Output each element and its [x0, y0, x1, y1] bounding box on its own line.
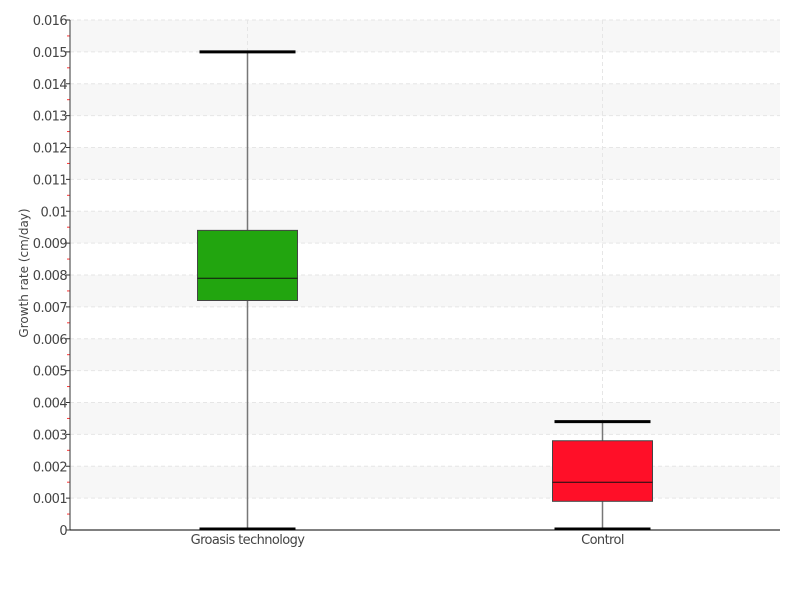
y-tick-label: 0.001 — [33, 492, 68, 507]
grid-band — [71, 275, 780, 307]
y-tick-label: 0.008 — [33, 269, 68, 284]
y-tick-label: 0.011 — [33, 173, 68, 188]
grid-band — [71, 147, 780, 180]
grid-band — [71, 338, 780, 371]
y-tick-label: 0.002 — [33, 460, 67, 475]
box-1 — [552, 440, 653, 502]
grid-band — [71, 466, 780, 499]
y-tick-label: 0.009 — [33, 237, 68, 252]
box-0 — [197, 229, 298, 301]
x-tick-label: Control — [581, 533, 624, 548]
y-tick-label: 0.003 — [33, 428, 68, 443]
grid-band — [71, 83, 780, 116]
y-tick-label: 0.016 — [33, 14, 68, 29]
y-tick-label: 0.013 — [33, 110, 68, 125]
grid-band — [71, 211, 780, 244]
y-tick-label: 0.015 — [33, 46, 68, 61]
y-tick-label: 0.007 — [33, 301, 68, 316]
y-tick-label: 0 — [59, 524, 67, 539]
x-tick-label: Groasis technology — [191, 533, 306, 548]
y-tick-label: 0.004 — [33, 397, 68, 412]
y-tick-label: 0.01 — [40, 205, 67, 220]
y-tick-label: 0.005 — [33, 365, 68, 380]
grid-band — [71, 20, 780, 52]
y-axis-label: Growth rate (cm/day) — [17, 208, 31, 337]
y-tick-label: 0.006 — [33, 333, 68, 348]
y-tick-label: 0.012 — [33, 142, 67, 157]
grid-band — [71, 402, 780, 435]
y-tick-label: 0.014 — [33, 78, 68, 93]
